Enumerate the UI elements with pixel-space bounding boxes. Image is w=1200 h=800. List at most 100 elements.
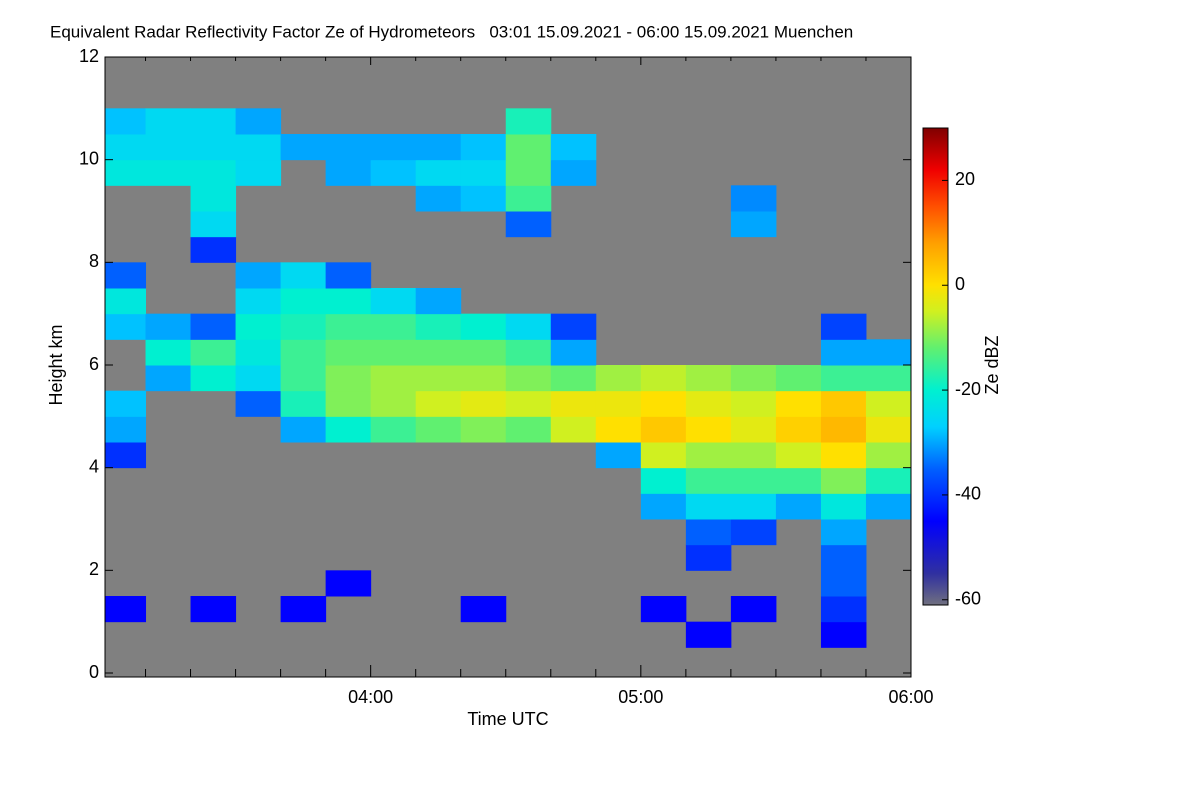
heatmap-cell xyxy=(730,493,777,520)
heatmap-cell xyxy=(460,134,507,161)
heatmap-cell xyxy=(370,365,417,392)
heatmap-cell xyxy=(415,313,462,340)
heatmap-cell xyxy=(235,288,282,315)
x-tick-label: 04:00 xyxy=(348,687,393,707)
heatmap-cell xyxy=(775,416,822,443)
heatmap-cell xyxy=(865,493,911,520)
heatmap-cell xyxy=(280,390,327,417)
heatmap-cell xyxy=(370,159,417,186)
heatmap-cell xyxy=(235,108,282,135)
colorbar-tick-label: 20 xyxy=(955,169,975,189)
heatmap-cell xyxy=(190,596,237,623)
heatmap-cell xyxy=(325,159,372,186)
heatmap-cell xyxy=(865,339,911,366)
heatmap-cell xyxy=(640,442,687,469)
heatmap-cell xyxy=(415,416,462,443)
heatmap-cell xyxy=(280,288,327,315)
heatmap-cell xyxy=(105,159,147,186)
heatmap-cell xyxy=(280,262,327,289)
heatmap-cell xyxy=(730,467,777,494)
heatmap-cell xyxy=(550,159,597,186)
heatmap-cells xyxy=(105,108,911,648)
heatmap-cell xyxy=(640,493,687,520)
heatmap-cell xyxy=(415,390,462,417)
colorbar-tick-label: -20 xyxy=(955,379,981,399)
heatmap-cell xyxy=(145,134,192,161)
heatmap-cell xyxy=(730,442,777,469)
x-tick-label: 05:00 xyxy=(618,687,663,707)
heatmap-cell xyxy=(235,159,282,186)
heatmap-cell xyxy=(505,390,552,417)
heatmap-cell xyxy=(105,262,147,289)
heatmap-cell xyxy=(280,365,327,392)
heatmap-cell xyxy=(730,211,777,238)
heatmap-cell xyxy=(640,467,687,494)
heatmap-cell xyxy=(460,365,507,392)
chart-title: Equivalent Radar Reflectivity Factor Ze … xyxy=(50,22,853,41)
heatmap-cell xyxy=(235,313,282,340)
heatmap-cell xyxy=(865,416,911,443)
y-axis-label: Height km xyxy=(46,324,66,405)
heatmap-cell xyxy=(325,313,372,340)
heatmap-cell xyxy=(820,596,867,623)
heatmap-cell xyxy=(370,339,417,366)
x-tick-label: 06:00 xyxy=(888,687,933,707)
heatmap-cell xyxy=(820,390,867,417)
heatmap-cell xyxy=(370,288,417,315)
heatmap-cell xyxy=(370,134,417,161)
heatmap-cell xyxy=(505,211,552,238)
heatmap-cell xyxy=(190,108,237,135)
heatmap-cell xyxy=(325,570,372,597)
heatmap-cell xyxy=(820,519,867,546)
heatmap-cell xyxy=(235,134,282,161)
heatmap-cell xyxy=(820,339,867,366)
heatmap-cell xyxy=(105,416,147,443)
heatmap-cell xyxy=(190,211,237,238)
heatmap-cell xyxy=(325,416,372,443)
heatmap-cell xyxy=(460,159,507,186)
heatmap-cell xyxy=(105,288,147,315)
heatmap-cell xyxy=(505,185,552,212)
y-tick-label: 6 xyxy=(89,354,99,374)
heatmap-cell xyxy=(280,313,327,340)
heatmap-cell xyxy=(730,596,777,623)
heatmap-cell xyxy=(460,596,507,623)
heatmap-cell xyxy=(505,159,552,186)
heatmap-cell xyxy=(505,416,552,443)
heatmap-cell xyxy=(685,390,732,417)
heatmap-cell xyxy=(105,313,147,340)
heatmap-cell xyxy=(415,134,462,161)
heatmap-cell xyxy=(190,236,237,263)
heatmap-cell xyxy=(685,519,732,546)
heatmap-cell xyxy=(685,467,732,494)
y-tick-label: 12 xyxy=(79,46,99,66)
heatmap-cell xyxy=(640,416,687,443)
heatmap-cell xyxy=(325,288,372,315)
heatmap-cell xyxy=(235,262,282,289)
colorbar-tick-label: -60 xyxy=(955,589,981,609)
heatmap-cell xyxy=(595,365,642,392)
heatmap-cell xyxy=(505,365,552,392)
heatmap-cell xyxy=(820,365,867,392)
heatmap-cell xyxy=(550,416,597,443)
heatmap-cell xyxy=(145,313,192,340)
heatmap-cell xyxy=(370,313,417,340)
heatmap-cell xyxy=(865,442,911,469)
y-tick-label: 10 xyxy=(79,148,99,168)
heatmap-cell xyxy=(105,134,147,161)
heatmap-cell xyxy=(685,544,732,571)
heatmap-cell xyxy=(415,288,462,315)
heatmap-cell xyxy=(640,390,687,417)
heatmap-cell xyxy=(460,416,507,443)
heatmap-cell xyxy=(105,442,147,469)
heatmap-cell xyxy=(190,185,237,212)
heatmap-cell xyxy=(775,365,822,392)
heatmap-cell xyxy=(820,544,867,571)
heatmap-cell xyxy=(145,339,192,366)
heatmap-cell xyxy=(415,339,462,366)
heatmap-cell xyxy=(145,108,192,135)
y-tick-label: 8 xyxy=(89,251,99,271)
heatmap-cell xyxy=(550,365,597,392)
heatmap-cell xyxy=(685,493,732,520)
